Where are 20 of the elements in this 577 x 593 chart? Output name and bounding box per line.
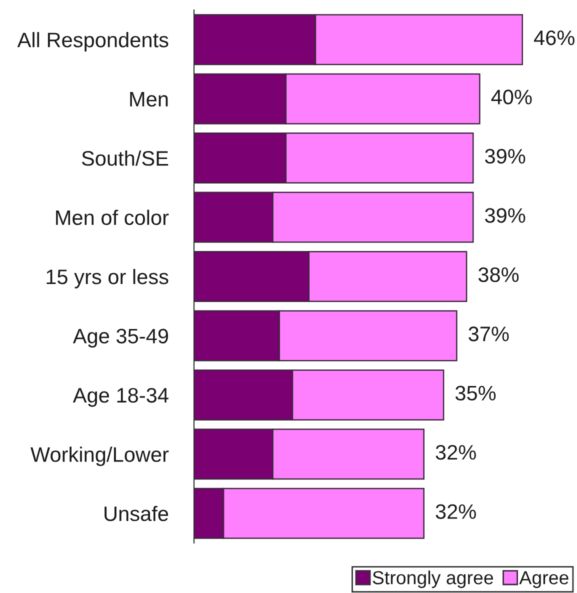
y-tick-label: Age 18-34 xyxy=(72,388,168,407)
y-tick-label: All Respondents xyxy=(17,32,168,52)
y-tick-label: Unsafe xyxy=(104,506,168,522)
annotation: 35% xyxy=(455,386,496,401)
y-tick-label: South/SE xyxy=(82,150,168,166)
annotation: 32% xyxy=(436,445,476,460)
y-tick-label: Working/Lower xyxy=(30,446,169,466)
y-tick-label: Age 35-49 xyxy=(72,328,168,348)
y-tick-label: Men of color xyxy=(56,210,169,226)
legend-label: Agree xyxy=(519,571,568,588)
annotation: 32% xyxy=(436,504,476,519)
annotation: 40% xyxy=(491,90,532,104)
legend-label: Strongly agree xyxy=(372,570,494,588)
annotation: 46% xyxy=(534,30,574,46)
y-tick-label: Men xyxy=(130,92,168,107)
annotation: 39% xyxy=(485,208,526,223)
annotation: 38% xyxy=(478,267,519,282)
y-tick-label: 15 yrs or less xyxy=(46,268,168,288)
annotation: 39% xyxy=(485,148,526,164)
annotation: 37% xyxy=(468,326,509,342)
